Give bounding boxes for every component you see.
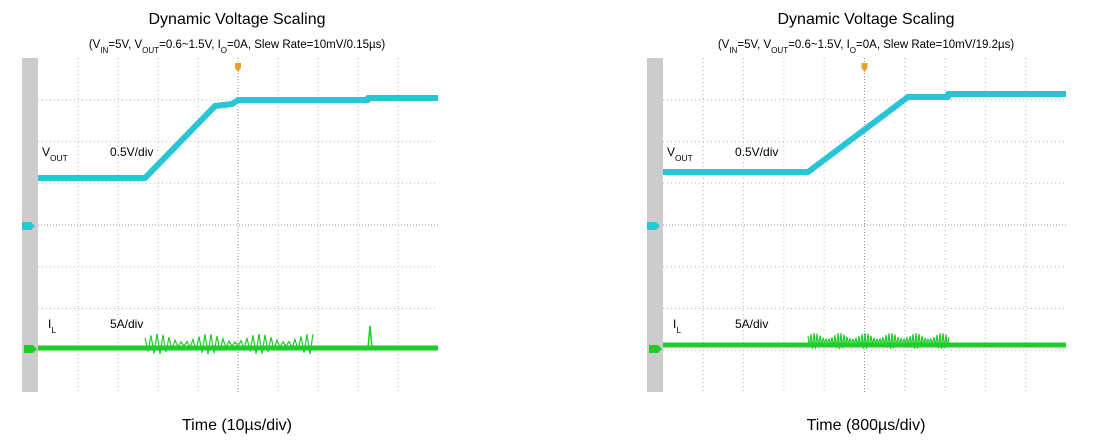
ch1-marker bbox=[647, 222, 660, 230]
ch2-marker bbox=[24, 345, 37, 353]
subscript: L bbox=[51, 325, 56, 335]
il-ripple bbox=[807, 332, 950, 350]
panel-title: Dynamic Voltage Scaling bbox=[778, 11, 955, 28]
subscript: OUT bbox=[142, 46, 159, 55]
text-part: V bbox=[667, 145, 675, 159]
il-spike bbox=[367, 325, 373, 349]
text-part: =5V, V bbox=[737, 39, 771, 51]
trigger-marker bbox=[861, 63, 868, 72]
vout-scale: 0.5V/div bbox=[735, 145, 778, 159]
subscript: L bbox=[676, 325, 681, 335]
panel-subtitle: (VIN=5V, VOUT=0.6~1.5V, IO=0A, Slew Rate… bbox=[89, 39, 386, 55]
text-part: =0.6~1.5V, I bbox=[159, 39, 221, 51]
text-part: V bbox=[42, 145, 50, 159]
vout-scale: 0.5V/div bbox=[110, 145, 153, 159]
panel-title: Dynamic Voltage Scaling bbox=[149, 11, 326, 28]
il-label: IL bbox=[673, 317, 681, 335]
subscript: OUT bbox=[50, 153, 68, 163]
il-scale: 5A/div bbox=[735, 317, 768, 331]
ch1-marker bbox=[22, 222, 35, 230]
il-label: IL bbox=[48, 317, 56, 335]
subscript: OUT bbox=[675, 153, 693, 163]
subscript: O bbox=[221, 46, 227, 55]
panel-subtitle: (VIN=5V, VOUT=0.6~1.5V, IO=0A, Slew Rate… bbox=[718, 39, 1015, 55]
text-part: =0.6~1.5V, I bbox=[788, 39, 850, 51]
subscript: O bbox=[850, 46, 856, 55]
text-part: I bbox=[673, 317, 676, 331]
il-scale: 5A/div bbox=[110, 317, 143, 331]
ch2-marker bbox=[649, 345, 662, 353]
text-part: =0A, Slew Rate=10mV/19.2µs) bbox=[856, 39, 1014, 51]
text-part: =5V, V bbox=[108, 39, 142, 51]
subscript: IN bbox=[729, 46, 737, 55]
vout-label: VOUT bbox=[667, 145, 693, 163]
text-part: I bbox=[48, 317, 51, 331]
subscript: IN bbox=[100, 46, 108, 55]
il-ripple bbox=[144, 333, 314, 355]
vout-waveform bbox=[663, 91, 1066, 175]
vout-waveform bbox=[38, 95, 438, 181]
text-part: (V bbox=[89, 39, 101, 51]
trigger-marker bbox=[235, 63, 241, 72]
x-axis-label: Time (800µs/div) bbox=[807, 417, 926, 434]
subscript: OUT bbox=[771, 46, 788, 55]
text-part: =0A, Slew Rate=10mV/0.15µs) bbox=[227, 39, 385, 51]
text-part: (V bbox=[718, 39, 730, 51]
vout-label: VOUT bbox=[42, 145, 68, 163]
x-axis-label: Time (10µs/div) bbox=[182, 417, 292, 434]
